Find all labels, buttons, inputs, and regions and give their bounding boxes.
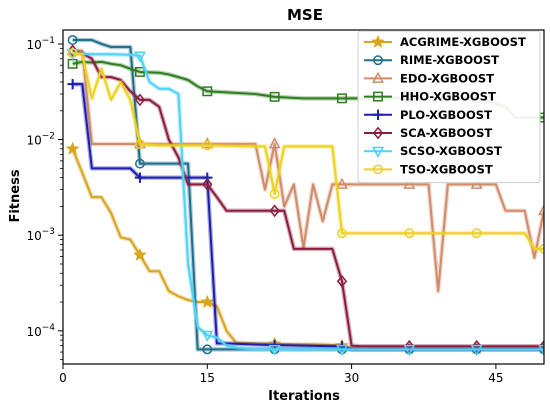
legend-item-edo-xgboost: EDO-XGBOOST xyxy=(364,71,494,85)
series-marker-edo-xgboost xyxy=(268,137,281,149)
series-marker-scso-xgboost xyxy=(201,330,214,343)
series-marker-sca-xgboost xyxy=(202,178,213,191)
series-marker-tso-xgboost xyxy=(202,140,213,151)
x-tick-label: 30 xyxy=(344,371,359,385)
legend-label-scso-xgboost: SCSO-XGBOOST xyxy=(400,144,502,158)
series-marker-plo-xgboost xyxy=(67,78,78,90)
series-line-sca-xgboost xyxy=(72,49,544,348)
series-marker-edo-xgboost xyxy=(470,177,483,189)
series-marker-tso-xgboost xyxy=(337,228,347,239)
series-marker-hho-xgboost xyxy=(337,93,347,104)
y-axis-label: Fitness xyxy=(8,169,23,222)
series-marker-sca-xgboost xyxy=(471,339,482,353)
legend-marker-hho-xgboost xyxy=(373,91,383,102)
y-tick-label: 10−4 xyxy=(26,323,55,339)
series-marker-acgrime-xgboost xyxy=(65,141,80,155)
series-marker-tso-xgboost xyxy=(269,189,280,199)
legend-marker-sca-xgboost xyxy=(372,126,384,140)
legend-marker-rime-xgboost xyxy=(373,55,383,66)
series-marker-scso-xgboost xyxy=(538,344,544,357)
series-marker-edo-xgboost xyxy=(336,177,348,189)
chart-title: MSE xyxy=(287,6,323,24)
legend-label-edo-xgboost: EDO-XGBOOST xyxy=(400,71,494,85)
series-marker-scso-xgboost xyxy=(336,344,348,357)
series-marker-sca-xgboost xyxy=(404,339,415,353)
series-marker-sca-xgboost xyxy=(134,93,146,107)
series-marker-sca-xgboost xyxy=(336,274,348,288)
series-marker-hho-xgboost xyxy=(202,86,213,97)
legend-box xyxy=(357,30,541,184)
series-marker-tso-xgboost xyxy=(404,228,415,239)
series-marker-edo-xgboost xyxy=(403,177,416,189)
series-marker-scso-xgboost xyxy=(403,344,416,357)
series-marker-scso-xgboost xyxy=(134,51,146,63)
legend-marker-plo-xgboost xyxy=(372,109,384,120)
series-marker-acgrime-xgboost xyxy=(133,247,147,261)
series-marker-plo-xgboost xyxy=(134,172,146,183)
series-layer xyxy=(65,35,544,357)
legend-marker-tso-xgboost xyxy=(373,164,383,175)
legend-label-hho-xgboost: HHO-XGBOOST xyxy=(400,90,496,104)
x-tick-label: 45 xyxy=(488,371,503,385)
series-marker-tso-xgboost xyxy=(67,48,78,59)
series-marker-sca-xgboost xyxy=(538,339,544,353)
x-tick-label: 15 xyxy=(200,371,215,385)
series-marker-acgrime-xgboost xyxy=(200,294,215,308)
legend-marker-scso-xgboost xyxy=(372,146,384,159)
series-marker-edo-xgboost xyxy=(538,204,544,216)
y-tick-label: 10−1 xyxy=(26,36,55,52)
series-marker-scso-xgboost xyxy=(470,344,483,357)
x-axis-label: Iterations xyxy=(268,389,340,404)
series-scso-xgboost xyxy=(66,48,544,357)
plot-frame xyxy=(62,29,545,365)
legend-label-tso-xgboost: TSO-XGBOOST xyxy=(400,162,493,176)
legend-marker-acgrime-xgboost xyxy=(371,34,385,48)
legend-item-rime-xgboost: RIME-XGBOOST xyxy=(364,53,499,67)
series-marker-hho-xgboost xyxy=(135,66,145,77)
legend-marker-edo-xgboost xyxy=(372,71,384,83)
legend-item-hho-xgboost: HHO-XGBOOST xyxy=(364,90,496,104)
legend-item-scso-xgboost: SCSO-XGBOOST xyxy=(364,144,502,158)
series-marker-hho-xgboost xyxy=(269,91,280,102)
series-marker-plo-xgboost xyxy=(202,172,213,183)
series-marker-tso-xgboost xyxy=(135,139,145,149)
series-marker-sca-xgboost xyxy=(269,204,280,218)
series-marker-rime-xgboost xyxy=(202,344,213,355)
series-marker-rime-xgboost xyxy=(135,158,145,169)
legend-label-rime-xgboost: RIME-XGBOOST xyxy=(400,53,499,67)
series-marker-edo-xgboost xyxy=(201,137,214,149)
legend: ACGRIME-XGBOOST RIME-XGBOOST EDO-XGBOOST HH… xyxy=(357,30,541,184)
y-tick-label: 10−2 xyxy=(26,132,55,148)
legend-item-sca-xgboost: SCA-XGBOOST xyxy=(364,126,492,140)
legend-item-plo-xgboost: PLO-XGBOOST xyxy=(364,108,492,122)
legend-label-sca-xgboost: SCA-XGBOOST xyxy=(400,126,492,140)
x-tick-label: 0 xyxy=(59,371,67,385)
series-edo-xgboost xyxy=(66,43,544,294)
axis-ticks: 0 15 30 45 10−4 10−3 10−2 10−1 xyxy=(26,36,503,385)
legend-label-acgrime-xgboost: ACGRIME-XGBOOST xyxy=(400,35,526,49)
legend-item-tso-xgboost: TSO-XGBOOST xyxy=(364,162,493,176)
legend-label-plo-xgboost: PLO-XGBOOST xyxy=(400,108,492,122)
series-line-edo-xgboost xyxy=(72,49,544,293)
legend-item-acgrime-xgboost: ACGRIME-XGBOOST xyxy=(364,34,526,49)
y-tick-label: 10−3 xyxy=(26,227,55,243)
series-line-acgrime-xgboost xyxy=(71,148,544,350)
series-marker-scso-xgboost xyxy=(268,344,281,357)
series-marker-tso-xgboost xyxy=(471,228,482,239)
series-line-tso-xgboost xyxy=(72,52,544,250)
